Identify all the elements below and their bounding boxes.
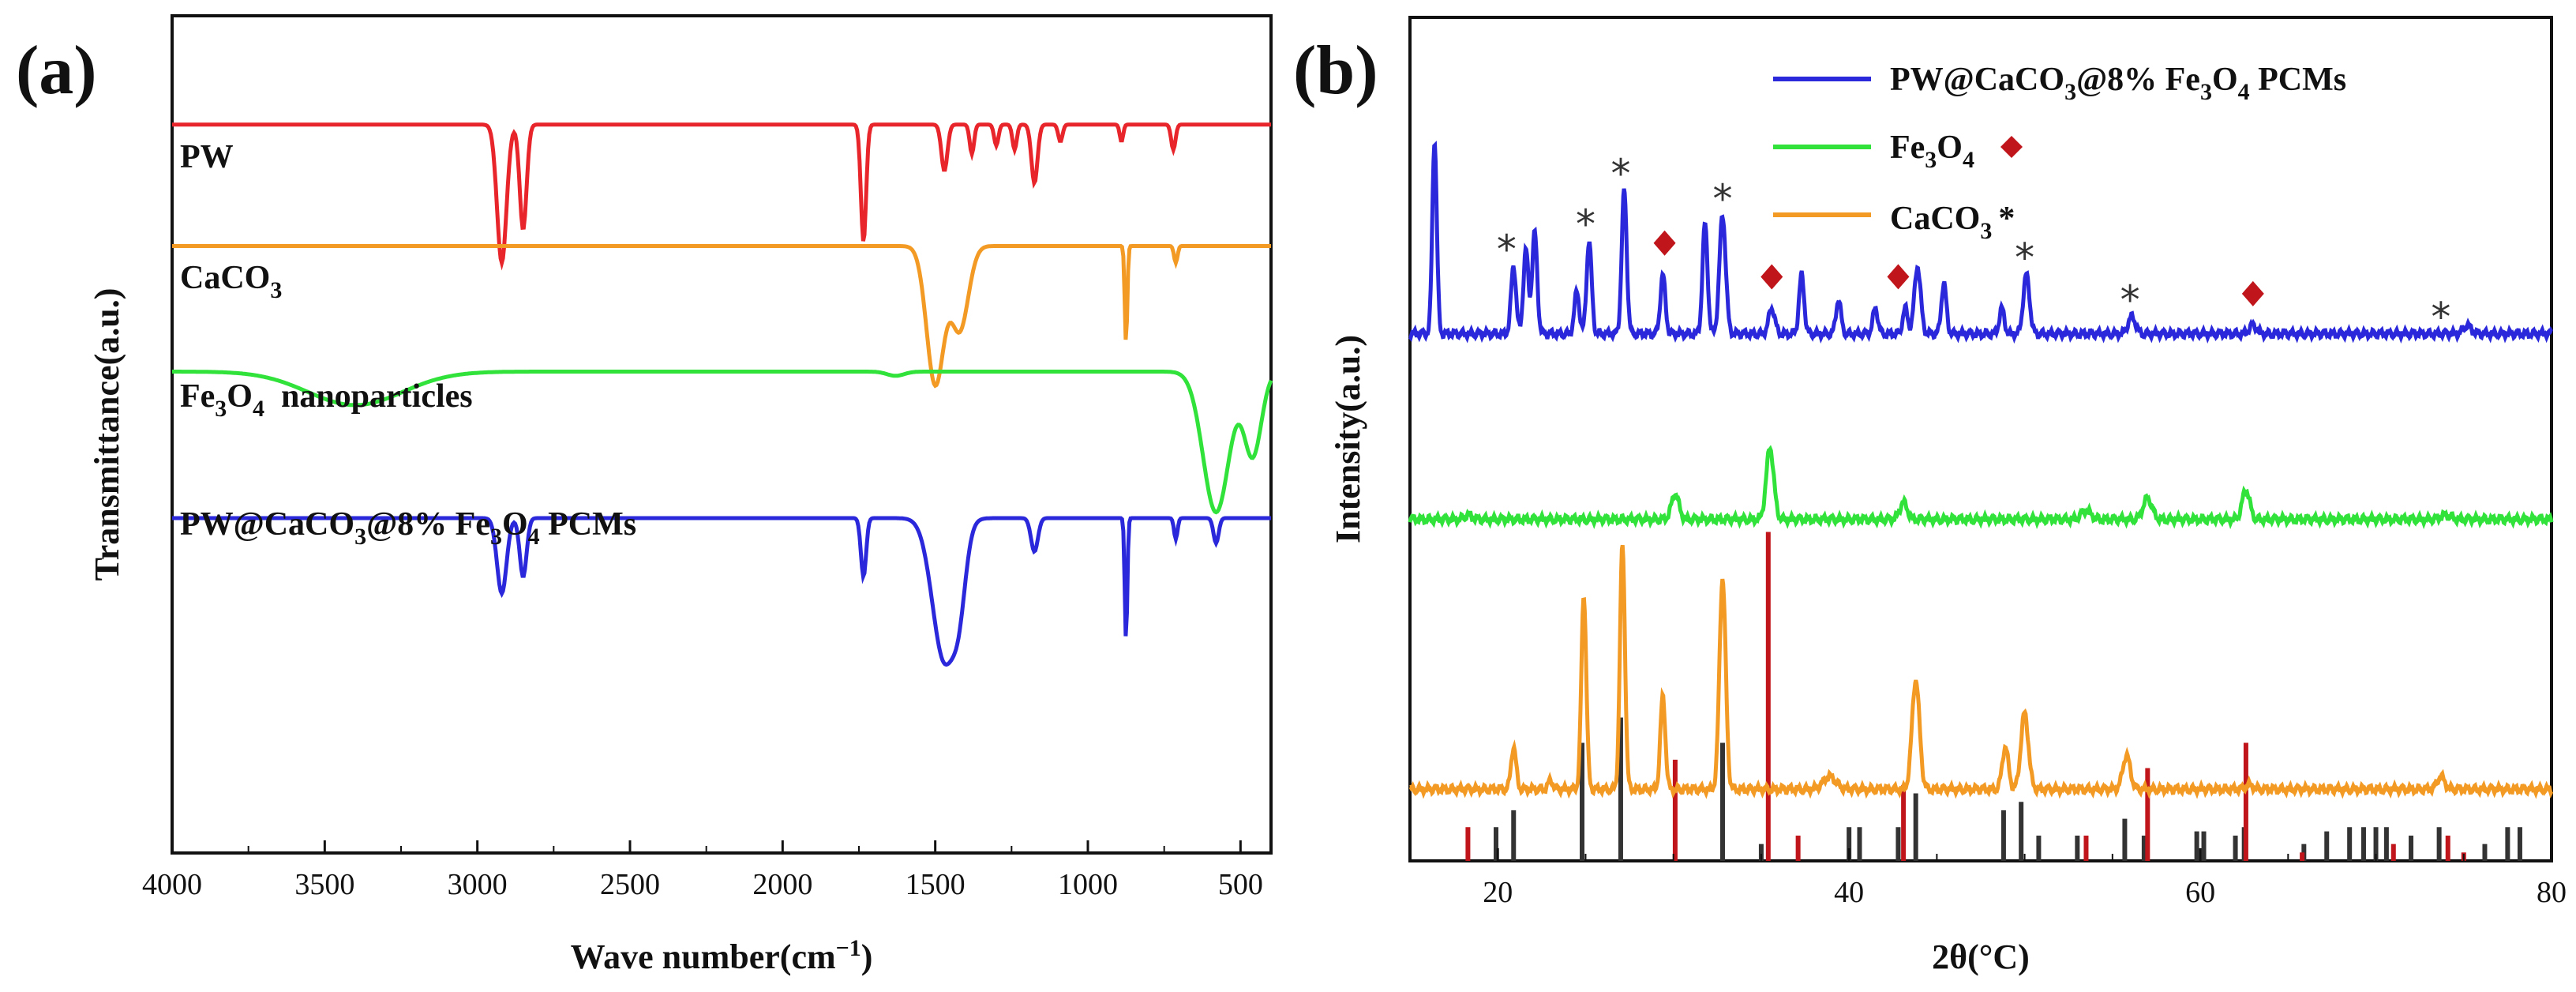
panel-b-plot-frame [1408, 16, 2553, 862]
panel-a-series-group [172, 122, 1273, 667]
panel-a-tick-label: 500 [1218, 868, 1263, 901]
star-marker-icon: * [2431, 294, 2450, 340]
panel-a-tick-label: 3500 [294, 868, 354, 901]
panel-a-x-axis-title: Wave number(cm−1) [571, 935, 873, 976]
xrd-line-series-0 [1408, 141, 2554, 344]
label-composite-pcms: PW@CaCO3@8% Fe3O4 PCMs [180, 506, 636, 550]
star-marker-icon: * [1497, 227, 1517, 272]
ir-line-series-1 [172, 244, 1271, 389]
ir-line-series-3 [172, 516, 1271, 667]
xrd-line-series-1 [1408, 445, 2554, 530]
panel-a: (a) 4000 3500 3000 2500 2000 1500 1000 500 PW C… [16, 14, 1273, 976]
label-caco3: CaCO3 [180, 260, 282, 303]
star-marker-icon: * [1610, 151, 1630, 197]
panel-b-label: (b) [1293, 32, 1378, 109]
star-marker-icon: * [1712, 176, 1732, 222]
panel-b-x-axis: 20 40 60 80 [1483, 848, 2567, 909]
panel-b-series-group [1408, 141, 2554, 799]
panel-a-label: (a) [16, 32, 97, 109]
star-marker-icon: * [2120, 277, 2140, 323]
panel-b-tick-label: 40 [1834, 876, 1864, 909]
panel-a-plot-frame [171, 14, 1273, 855]
label-pw: PW [180, 139, 234, 175]
panel-b-y-axis-title: Intensity(a.u.) [1329, 335, 1367, 543]
panel-b-tick-label: 60 [2185, 876, 2215, 909]
legend-label-fe3o4: Fe3O4 [1890, 130, 1974, 173]
legend-label-caco3: CaCO3 * [1890, 201, 2015, 244]
ir-line-series-2 [172, 370, 1273, 515]
diamond-marker-icon [1760, 264, 1783, 290]
panel-b-tick-label: 20 [1483, 876, 1513, 909]
panel-b-tick-label: 80 [2537, 876, 2567, 909]
label-fe3o4-nanoparticles: Fe3O4 nanoparticles [180, 378, 473, 422]
panel-b-x-axis-title: 2θ(°C) [1932, 938, 2030, 976]
legend-diamond-icon [2000, 136, 2023, 158]
ir-line-series-0 [172, 122, 1271, 271]
panel-a-tick-label: 1500 [906, 868, 966, 901]
star-marker-icon: * [1576, 201, 1595, 247]
diamond-marker-icon [1887, 264, 1910, 290]
panel-b-legend: PW@CaCO3@8% Fe3O4 PCMs Fe3O4 CaCO3 * [1773, 62, 2346, 244]
diamond-marker-icon [1653, 230, 1676, 256]
panel-a-tick-label: 1000 [1058, 868, 1118, 901]
panel-a-x-axis: 4000 3500 3000 2500 2000 1500 1000 500 [142, 840, 1263, 901]
panel-b-peak-markers: * * * * * * * [1497, 151, 2450, 340]
panel-b-reference-sticks [1465, 532, 2522, 861]
panel-a-tick-label: 3000 [448, 868, 508, 901]
panel-b: (b) * * * * * * * 20 40 60 80 PW@CaCO3@8% Fe3O4 P… [1293, 16, 2567, 976]
panel-a-tick-label: 4000 [142, 868, 202, 901]
legend-label-composite: PW@CaCO3@8% Fe3O4 PCMs [1890, 62, 2346, 105]
xrd-line-series-2 [1408, 544, 2554, 799]
diamond-marker-icon [2241, 280, 2264, 306]
panel-a-y-axis-title: Transmittance(a.u.) [88, 288, 126, 581]
panel-a-tick-label: 2500 [600, 868, 660, 901]
panel-a-tick-label: 2000 [752, 868, 812, 901]
star-marker-icon: * [2015, 235, 2034, 281]
